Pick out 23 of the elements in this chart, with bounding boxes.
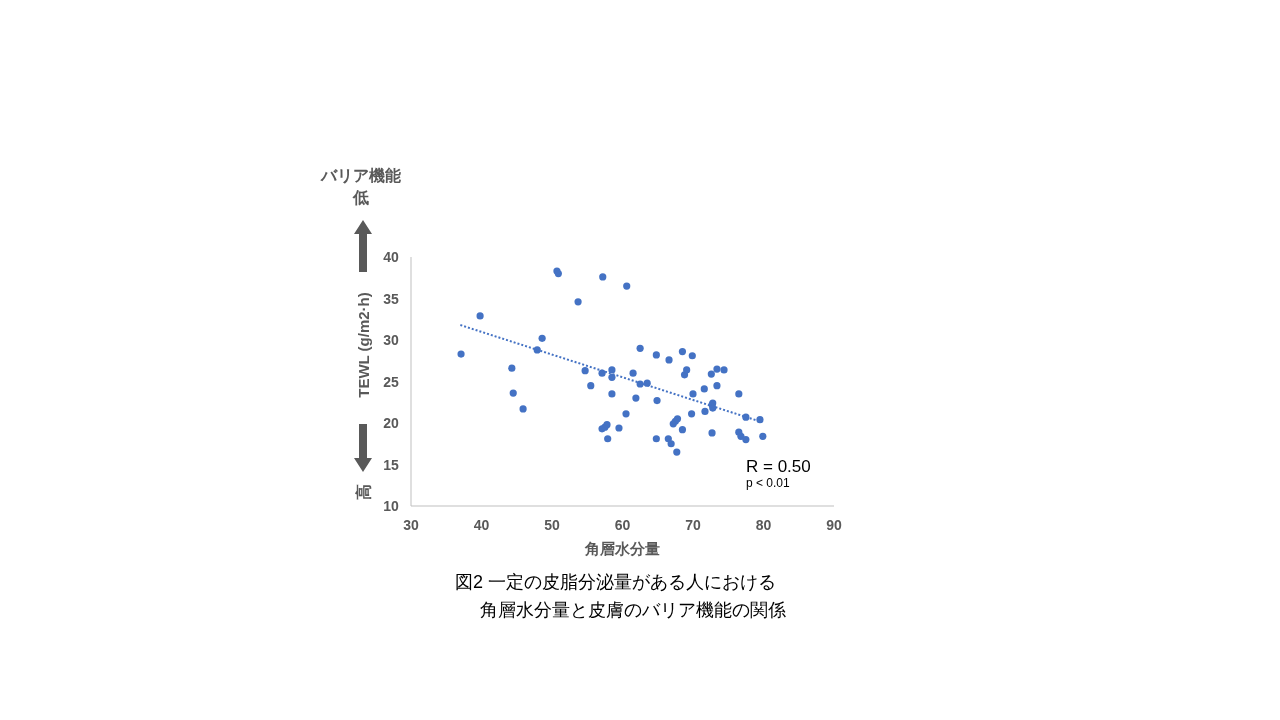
text: 角層水分量と皮膚のバリア機能の関係 [480, 600, 786, 620]
x-tick-label: 50 [544, 517, 560, 533]
x-tick-label: 40 [473, 517, 490, 533]
y-tick-label: 35 [383, 290, 399, 307]
text: 低 [352, 189, 369, 206]
text: 図2 一定の皮脂分泌量がある人における [455, 572, 777, 592]
annotation: R = 0.50 [746, 457, 811, 476]
x-tick-label: 30 [403, 517, 419, 533]
y-axis-title: TEWL (g/m2·h) [354, 292, 372, 398]
y-tick-label: 20 [383, 415, 399, 431]
y-tick-label: 15 [383, 456, 399, 473]
text: バリア機能 [320, 167, 401, 184]
y-tick-label: 40 [383, 249, 399, 265]
x-tick-label: 90 [826, 517, 842, 533]
y-tick-label: 10 [383, 498, 399, 514]
y-tick-label: 30 [383, 332, 399, 348]
x-tick-label: 80 [755, 517, 772, 533]
text: 高 [353, 484, 372, 500]
x-axis-title: 角層水分量 [584, 540, 660, 557]
y-tick-label: 25 [383, 373, 399, 390]
annotation: p < 0.01 [746, 476, 791, 490]
x-tick-label: 70 [685, 517, 701, 533]
x-tick-label: 60 [614, 517, 631, 533]
